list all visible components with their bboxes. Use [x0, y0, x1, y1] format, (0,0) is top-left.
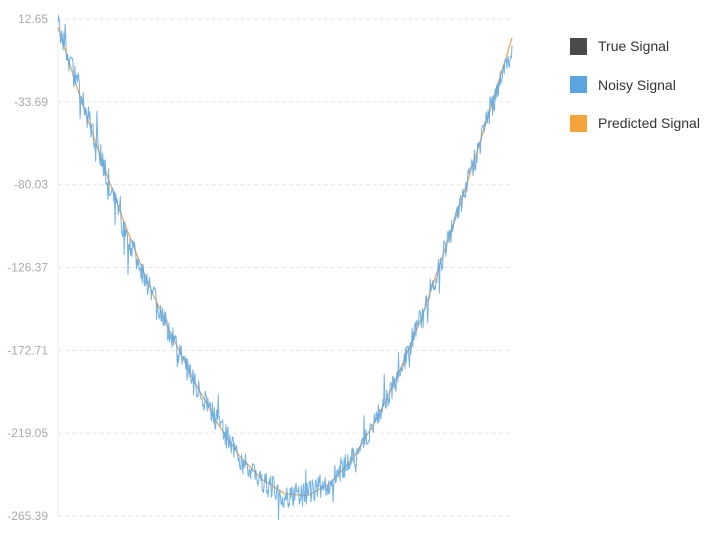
y-tick-label: -33.69 [14, 95, 48, 109]
legend-swatch-predicted-signal [570, 114, 587, 132]
legend-swatch-noisy-signal [570, 76, 587, 93]
legend-label-true-signal: True Signal [598, 38, 670, 54]
legend: True Signal Noisy Signal Predicted Signa… [570, 36, 700, 152]
y-tick-label: -219.05 [7, 426, 48, 440]
y-axis-ticks: 12.65 -33.69 -80.03 -126.37 -172.71 -219.05 -2… [7, 12, 48, 523]
y-tick-label: -80.03 [14, 178, 48, 192]
legend-label-predicted-signal: Predicted Signal [598, 115, 700, 131]
series-lines [57, 14, 513, 521]
y-tick-label: -172.71 [7, 343, 48, 357]
y-tick-label: -126.37 [7, 261, 48, 275]
chart-canvas: 12.65 -33.69 -80.03 -126.37 -172.71 -219.05 -2… [7, 12, 513, 523]
series-line-noisy-signal [57, 14, 513, 521]
grid-lines [57, 18, 512, 517]
legend-swatch-true-signal [570, 37, 587, 55]
legend-item-noisy-signal[interactable]: Noisy Signal [570, 75, 700, 95]
legend-label-noisy-signal: Noisy Signal [598, 76, 676, 93]
series-line-predicted-signal [57, 27, 513, 497]
legend-item-predicted-signal[interactable]: Predicted Signal [570, 113, 700, 133]
series-line-true-signal [57, 27, 513, 497]
y-tick-label: -265.39 [7, 509, 48, 523]
y-tick-label: 12.65 [18, 12, 48, 26]
legend-item-true-signal[interactable]: True Signal [570, 36, 700, 56]
